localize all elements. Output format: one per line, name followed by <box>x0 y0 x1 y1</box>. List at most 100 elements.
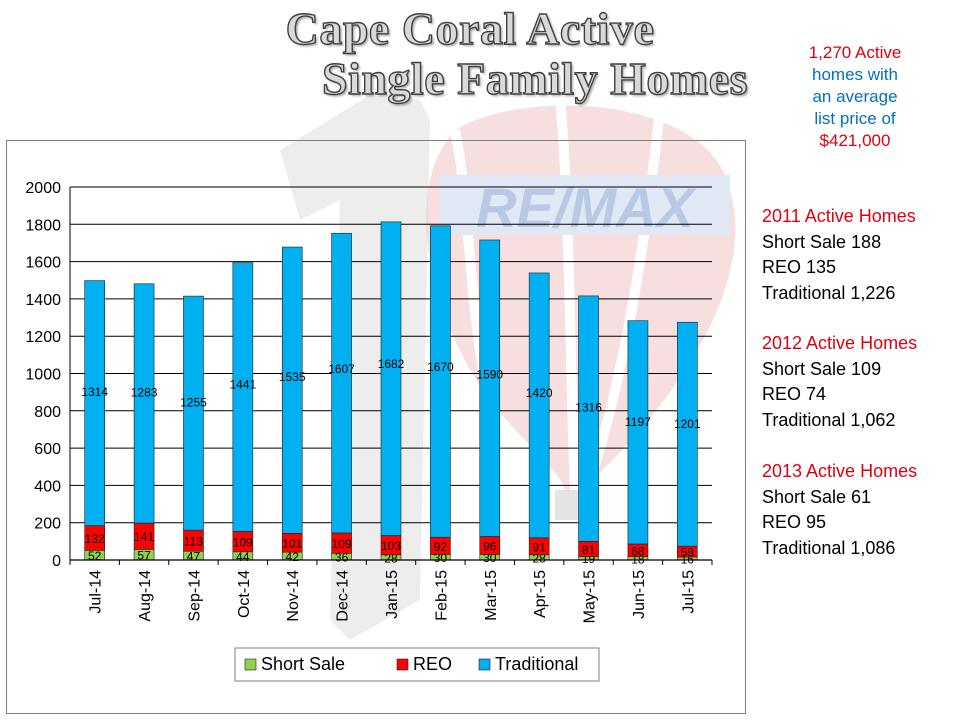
year-stats-header: 2012 Active Homes <box>762 333 918 353</box>
chart-frame: 0 200 400 600 800 1000 1200 1400 1600 1800 2000 52 1… <box>6 140 746 714</box>
y-tick-label: 400 <box>34 478 61 495</box>
data-label: 58 <box>681 546 695 560</box>
data-label: 47 <box>187 550 201 564</box>
year-stats-traditional: Traditional 1,062 <box>762 409 896 430</box>
data-label: 101 <box>282 537 302 551</box>
x-tick-label: Feb-15 <box>433 570 450 621</box>
summary-line-5: $421,000 <box>819 131 891 150</box>
data-label: 81 <box>582 543 596 557</box>
data-label: 1197 <box>625 415 651 429</box>
data-label: 1590 <box>476 367 503 381</box>
year-stats-traditional: Traditional 1,226 <box>762 282 896 303</box>
data-label: 1201 <box>674 417 701 431</box>
bar-segment <box>578 295 599 542</box>
bar-segment <box>232 262 254 532</box>
y-tick-label: 800 <box>34 404 61 421</box>
bar-segment <box>627 320 649 545</box>
bar-segment <box>430 225 451 538</box>
bar-segment <box>84 280 105 526</box>
y-tick-label: 2000 <box>25 180 61 197</box>
summary-line-1: 1,270 Active <box>808 43 902 62</box>
data-label: 1420 <box>526 386 553 400</box>
y-tick-label: 600 <box>34 441 61 458</box>
y-tick-label: 0 <box>52 553 61 570</box>
chart-title: Cape Coral Active Single Family Homes <box>200 3 800 104</box>
year-stats-traditional: Traditional 1,086 <box>762 537 896 558</box>
bar-segment <box>183 295 204 531</box>
x-tick-label: Nov-14 <box>285 570 302 622</box>
y-tick-label: 1200 <box>25 329 61 346</box>
year-stats-reo: REO 95 <box>762 512 827 532</box>
x-tick-label: Mar-15 <box>483 570 500 621</box>
stacked-bar-chart: 0 200 400 600 800 1000 1200 1400 1600 1800 2000 52 1… <box>25 180 713 682</box>
year-stats-2012: 2012 Active Homes Short Sale 109 REO 74 … <box>762 331 952 433</box>
summary-line-3: an average <box>812 87 898 106</box>
data-label: 1255 <box>180 395 207 409</box>
year-stats-reo: REO 74 <box>762 384 827 404</box>
data-label: 68 <box>631 544 645 558</box>
y-tick-label: 1600 <box>25 255 61 272</box>
summary-line-4: list price of <box>814 109 896 128</box>
x-tick-label: May-15 <box>582 570 599 623</box>
data-label: 132 <box>85 532 105 546</box>
data-label: 1316 <box>575 400 602 414</box>
summary-callout: 1,270 Active homes with an average list … <box>760 42 950 152</box>
legend-swatch <box>396 658 409 671</box>
legend-swatch <box>244 658 257 671</box>
data-label: 1607 <box>328 362 355 376</box>
y-tick-label: 200 <box>34 516 61 533</box>
data-label: 92 <box>434 540 448 554</box>
x-tick-label: Jun-15 <box>631 570 648 619</box>
data-label: 113 <box>184 535 203 549</box>
data-label: 57 <box>137 549 151 563</box>
x-tick-label: Dec-14 <box>335 570 352 622</box>
data-label: 141 <box>134 530 154 544</box>
title-line-2: Single Family Homes <box>321 53 749 104</box>
bar-segment <box>479 239 501 537</box>
x-tick-label: Aug-14 <box>137 570 154 622</box>
summary-line-2: homes with <box>812 65 898 84</box>
year-stats-2011: 2011 Active Homes Short Sale 188 REO 135… <box>762 204 952 306</box>
data-label: 1283 <box>131 385 158 399</box>
x-tick-label: Oct-14 <box>236 570 253 618</box>
year-stats-reo: REO 135 <box>762 257 837 277</box>
bar-segment <box>380 221 402 536</box>
data-label: 1535 <box>279 370 306 384</box>
legend-label: Short Sale <box>261 654 345 674</box>
legend-swatch <box>478 658 491 671</box>
year-stats-2013: 2013 Active Homes Short Sale 61 REO 95 T… <box>762 459 952 561</box>
y-tick-label: 1800 <box>25 217 61 234</box>
year-stats-short-sale: Short Sale 61 <box>762 486 872 507</box>
data-label: 36 <box>335 551 349 565</box>
legend-label: Traditional <box>495 654 578 674</box>
data-label: 1441 <box>229 378 256 392</box>
data-label: 96 <box>483 539 497 553</box>
x-tick-label: Apr-15 <box>532 570 549 618</box>
bar-segment <box>528 272 550 539</box>
bar-segment <box>677 321 698 547</box>
y-tick-label: 1000 <box>25 367 61 384</box>
data-label: 1670 <box>427 360 454 374</box>
bar-segment <box>331 232 352 534</box>
title-line-1: Cape Coral Active <box>285 3 655 54</box>
x-tick-label: Jul-14 <box>88 570 105 614</box>
bar-segment <box>133 283 155 524</box>
year-stats-short-sale: Short Sale 109 <box>762 358 882 379</box>
data-label: 52 <box>88 549 102 563</box>
data-label: 109 <box>233 536 253 550</box>
year-stats-header: 2013 Active Homes <box>762 461 918 481</box>
y-tick-label: 1400 <box>25 292 61 309</box>
x-tick-label: Jan-15 <box>384 570 401 619</box>
year-stats-header: 2011 Active Homes <box>762 206 916 226</box>
bar-segment <box>281 246 303 534</box>
legend-label: REO <box>413 654 452 674</box>
data-label: 1682 <box>378 357 405 371</box>
data-label: 109 <box>332 537 352 551</box>
data-label: 103 <box>381 539 401 553</box>
year-stats-short-sale: Short Sale 188 <box>762 231 882 252</box>
x-tick-label: Jul-15 <box>680 570 697 614</box>
legend-box <box>234 647 600 682</box>
data-label: 91 <box>532 540 546 554</box>
data-label: 1314 <box>81 385 108 399</box>
x-tick-label: Sep-14 <box>186 570 203 622</box>
